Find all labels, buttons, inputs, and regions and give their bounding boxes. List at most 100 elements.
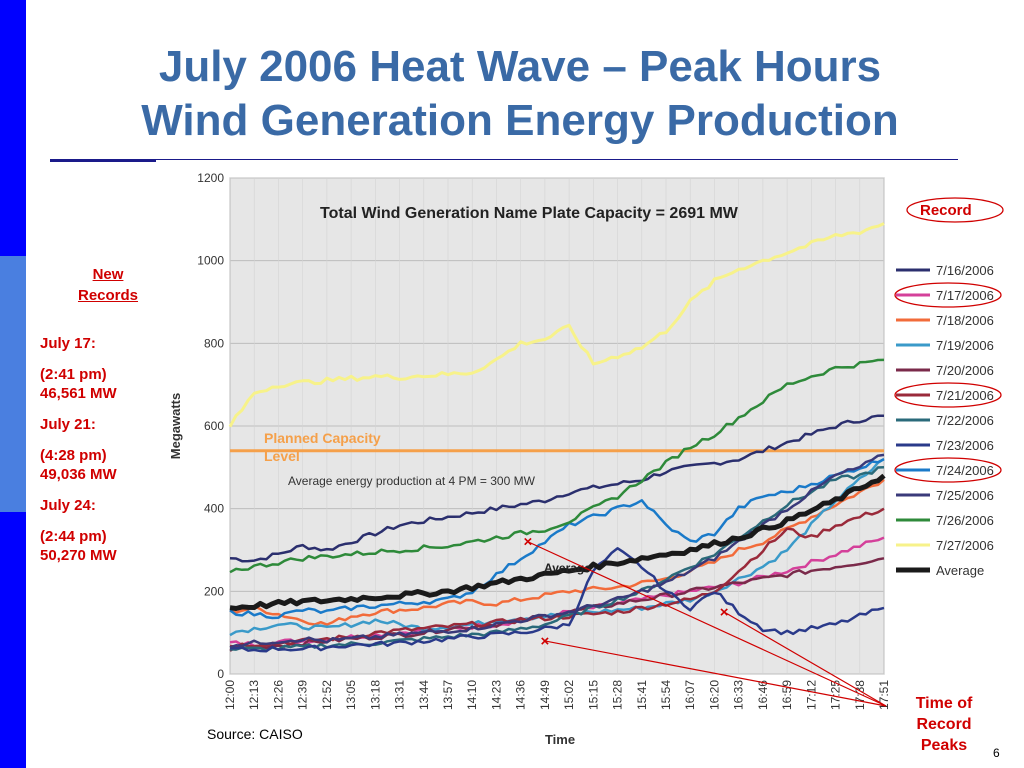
x-tick-label: 12:26 (271, 680, 285, 710)
x-tick-label: 16:07 (683, 680, 697, 710)
x-tick-label: 14:49 (538, 680, 552, 710)
record-circle (906, 197, 1004, 223)
y-tick-label: 0 (217, 667, 224, 681)
source-label: Source: CAISO (207, 726, 303, 742)
y-tick-label: 1000 (197, 254, 224, 268)
y-tick-label: 800 (204, 336, 224, 350)
record-entry: (4:28 pm) 49,036 MW (40, 446, 156, 484)
x-tick-label: 17:12 (804, 680, 818, 710)
legend-label: Average (936, 563, 984, 578)
x-tick-label: 15:02 (562, 680, 576, 710)
record-entry: July 17: (40, 334, 156, 353)
left-accent-bar-middle (0, 256, 26, 512)
chart-title: Total Wind Generation Name Plate Capacit… (320, 205, 739, 222)
x-tick-label: 14:10 (465, 680, 479, 710)
records-list: July 17: (2:41 pm) 46,561 MW July 21: (4:… (40, 334, 156, 565)
record-circle (894, 382, 1002, 408)
x-tick-label: 15:41 (635, 680, 649, 710)
x-tick-label: 13:44 (417, 680, 431, 710)
new-records-heading-line-2: Records (77, 287, 139, 304)
x-tick-label: 13:18 (368, 680, 382, 710)
legend-label: 7/23/2006 (936, 438, 994, 453)
x-axis-label: Time (545, 732, 575, 747)
x-tick-label: 12:39 (296, 680, 310, 710)
x-tick-label: 13:31 (393, 680, 407, 710)
x-tick-label: 14:23 (489, 680, 503, 710)
series-line-7-21-2006 (229, 507, 885, 649)
x-tick-label: 16:46 (756, 680, 770, 710)
record-value: 49,036 MW (40, 466, 117, 483)
record-time: (2:41 pm) (40, 366, 107, 383)
x-tick-label: 13:05 (344, 680, 358, 710)
record-peak-marker: × (524, 534, 533, 551)
slide-title-line-1: July 2006 Heat Wave – Peak Hours (158, 42, 882, 91)
page-number: 6 (993, 746, 1000, 760)
x-tick-label: 12:00 (223, 680, 237, 710)
series-line-7-22-2006 (229, 466, 885, 653)
legend-label: 7/21/2006 (936, 388, 994, 403)
record-value: 46,561 MW (40, 385, 117, 402)
series-line-7-16-2006 (229, 414, 884, 563)
series-line-7-18-2006 (229, 478, 885, 626)
time-of-record-peaks-label: Time of Record Peaks (896, 693, 992, 756)
record-label: Record (920, 202, 972, 219)
record-peak-marker: × (720, 604, 729, 621)
wind-generation-chart: 0 200 400 600 800 1000 1200 12:00 12:13 12:26 12:3… (160, 164, 1024, 768)
legend-label: 7/22/2006 (936, 413, 994, 428)
x-tick-label: 15:54 (659, 680, 673, 710)
legend-label: 7/27/2006 (936, 538, 994, 553)
x-tick-label: 12:13 (247, 680, 261, 710)
series-line-7-24-2006 (229, 457, 885, 620)
x-tick-label: 13:57 (441, 680, 455, 710)
peaks-label-line-2: Record (916, 716, 972, 733)
record-peak-marker: × (541, 633, 550, 650)
record-circle (894, 282, 1002, 308)
record-peak-pointer (723, 611, 887, 707)
legend-label: 7/17/2006 (936, 288, 994, 303)
left-accent-bar-bottom (0, 512, 26, 768)
legend-label: 7/20/2006 (936, 363, 994, 378)
left-accent-bar-top (0, 0, 26, 256)
record-entry: July 24: (40, 496, 156, 515)
slide-title: July 2006 Heat Wave – Peak Hours Wind Ge… (40, 40, 1000, 148)
record-entry: (2:44 pm) 50,270 MW (40, 527, 156, 565)
chart-svg: 0 200 400 600 800 1000 1200 12:00 12:13 12:26 12:3… (168, 171, 1004, 747)
peaks-label-line-3: Peaks (920, 737, 968, 754)
y-tick-label: 600 (204, 419, 224, 433)
legend-label: 7/25/2006 (936, 488, 994, 503)
record-time: (2:44 pm) (40, 528, 107, 545)
record-peak-pointer (527, 541, 887, 707)
slide-title-line-2: Wind Generation Energy Production (141, 96, 899, 145)
average-in-plot-label: Average (544, 561, 591, 575)
record-date: July 24: (40, 497, 96, 514)
planned-capacity-label: Level (264, 448, 300, 464)
legend-label: 7/18/2006 (936, 313, 994, 328)
x-tick-label: 17:25 (829, 680, 843, 710)
record-date: July 17: (40, 335, 96, 352)
legend-label: 7/16/2006 (936, 263, 994, 278)
series-line-7-27-2006 (228, 222, 885, 428)
x-tick-label: 15:28 (611, 680, 625, 710)
series-line-7-26-2006 (229, 358, 885, 574)
series-line-7-25-2006 (229, 453, 885, 649)
title-divider-accent (50, 159, 156, 162)
record-circle (894, 457, 1002, 483)
x-tick-label: 17:38 (853, 680, 867, 710)
x-tick-label: 15:15 (586, 680, 600, 710)
record-entry: July 21: (40, 415, 156, 434)
y-tick-label: 400 (204, 502, 224, 516)
legend-label: 7/26/2006 (936, 513, 994, 528)
record-value: 50,270 MW (40, 547, 117, 564)
record-peak-pointer (544, 640, 887, 707)
x-tick-label: 16:20 (707, 680, 721, 710)
x-tick-label: 12:52 (320, 680, 334, 710)
record-time: (4:28 pm) (40, 447, 107, 464)
new-records-heading-line-1: New (92, 266, 124, 283)
record-date: July 21: (40, 416, 96, 433)
series-line-7-23-2006 (230, 547, 885, 653)
legend-label: 7/24/2006 (936, 463, 994, 478)
new-records-heading: New Records (60, 264, 156, 306)
y-axis-label: Megawatts (168, 393, 183, 459)
new-records-panel: New Records July 17: (2:41 pm) 46,561 MW … (40, 264, 156, 577)
record-entry: (2:41 pm) 46,561 MW (40, 365, 156, 403)
